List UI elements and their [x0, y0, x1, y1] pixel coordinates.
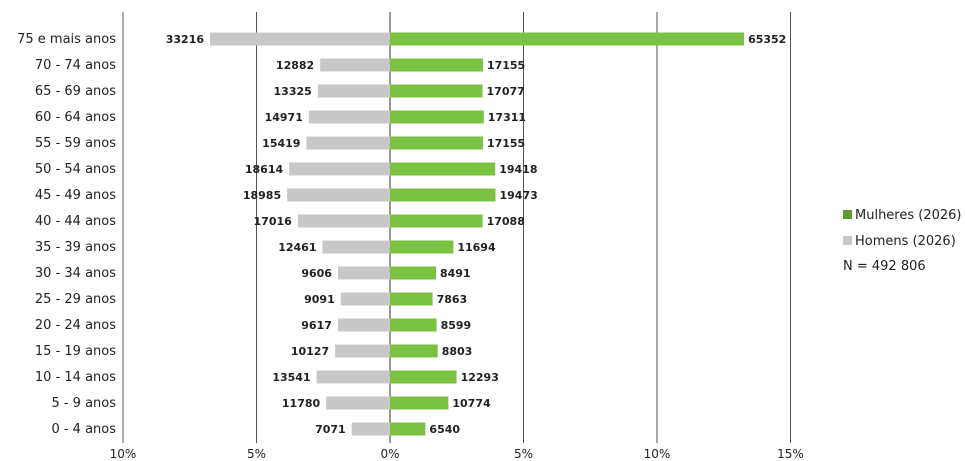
age-group-label: 45 - 49 anos — [35, 188, 116, 203]
bar-mulheres — [390, 58, 483, 72]
age-group-label: 0 - 4 anos — [51, 422, 116, 437]
bar-mulheres — [390, 318, 437, 332]
legend: Mulheres (2026) Homens (2026) N = 492 80… — [843, 208, 962, 274]
bar-mulheres — [390, 240, 454, 254]
value-label-mulheres: 17077 — [487, 85, 525, 98]
value-label-mulheres: 19418 — [499, 163, 537, 176]
bar-homens — [316, 370, 390, 384]
value-label-mulheres: 8803 — [442, 345, 473, 358]
value-label-homens: 9617 — [301, 319, 332, 332]
age-group-label: 20 - 24 anos — [35, 318, 116, 333]
bar-homens — [289, 162, 390, 176]
bar-homens — [317, 84, 390, 98]
age-group-label: 50 - 54 anos — [35, 162, 116, 177]
bar-mulheres — [390, 162, 496, 176]
bars — [210, 32, 745, 436]
bar-homens — [210, 32, 390, 46]
bar-mulheres — [390, 370, 457, 384]
value-label-mulheres: 10774 — [452, 397, 491, 410]
value-label-homens: 13325 — [274, 85, 312, 98]
x-axis-ticks: 10% 5% 0% 5% 10% 15% — [110, 447, 804, 461]
value-label-homens: 9606 — [301, 267, 332, 280]
age-group-label: 10 - 14 anos — [35, 370, 116, 385]
value-label-mulheres: 6540 — [429, 423, 460, 436]
value-label-mulheres: 7863 — [437, 293, 468, 306]
bar-homens — [308, 110, 390, 124]
x-tick-label: 0% — [380, 447, 399, 461]
age-group-label: 65 - 69 anos — [35, 84, 116, 99]
value-label-homens: 10127 — [291, 345, 329, 358]
bar-homens — [326, 396, 390, 410]
value-label-homens: 33216 — [166, 33, 205, 46]
legend-swatch-homens — [843, 236, 852, 245]
value-label-homens: 15419 — [262, 137, 300, 150]
age-group-label: 55 - 59 anos — [35, 136, 116, 151]
x-tick-label: 10% — [644, 447, 671, 461]
value-label-mulheres: 19473 — [500, 189, 538, 202]
bar-homens — [306, 136, 390, 150]
value-label-homens: 9091 — [304, 293, 335, 306]
bar-homens — [320, 58, 390, 72]
bar-mulheres — [390, 32, 745, 46]
age-group-label: 60 - 64 anos — [35, 110, 116, 125]
x-tick-label: 15% — [777, 447, 804, 461]
value-label-mulheres: 8599 — [441, 319, 472, 332]
value-label-homens: 12461 — [278, 241, 316, 254]
bar-mulheres — [390, 396, 449, 410]
value-label-mulheres: 8491 — [440, 267, 471, 280]
value-label-homens: 12882 — [276, 59, 314, 72]
value-label-homens: 11780 — [282, 397, 321, 410]
value-label-homens: 13541 — [272, 371, 310, 384]
age-group-label: 75 e mais anos — [17, 32, 116, 47]
legend-label-homens: Homens (2026) — [855, 234, 956, 249]
value-label-mulheres: 65352 — [748, 33, 786, 46]
legend-note-total: N = 492 806 — [843, 259, 926, 274]
value-label-homens: 18614 — [245, 163, 284, 176]
bar-mulheres — [390, 136, 483, 150]
bar-homens — [287, 188, 390, 202]
value-label-homens: 14971 — [265, 111, 303, 124]
bar-mulheres — [390, 292, 433, 306]
x-tick-label: 10% — [110, 447, 137, 461]
x-tick-label: 5% — [247, 447, 266, 461]
bar-mulheres — [390, 84, 483, 98]
age-group-label: 5 - 9 anos — [51, 396, 116, 411]
bar-homens — [351, 422, 390, 436]
labels: 75 e mais anos 33216 65352 70 - 74 anos 1288… — [17, 32, 786, 437]
legend-label-mulheres: Mulheres (2026) — [855, 208, 962, 223]
bar-homens — [335, 344, 390, 358]
age-group-label: 15 - 19 anos — [35, 344, 116, 359]
bar-mulheres — [390, 344, 438, 358]
value-label-homens: 7071 — [315, 423, 346, 436]
value-label-mulheres: 17155 — [487, 137, 525, 150]
bar-homens — [340, 292, 390, 306]
value-label-mulheres: 11694 — [457, 241, 496, 254]
bar-mulheres — [390, 422, 426, 436]
value-label-homens: 18985 — [243, 189, 281, 202]
value-label-homens: 17016 — [254, 215, 293, 228]
age-group-label: 35 - 39 anos — [35, 240, 116, 255]
value-label-mulheres: 12293 — [461, 371, 499, 384]
legend-swatch-mulheres — [843, 210, 852, 219]
age-group-label: 25 - 29 anos — [35, 292, 116, 307]
bar-mulheres — [390, 214, 483, 228]
value-label-mulheres: 17155 — [487, 59, 525, 72]
bar-mulheres — [390, 266, 437, 280]
age-group-label: 40 - 44 anos — [35, 214, 116, 229]
bar-homens — [297, 214, 390, 228]
x-tick-label: 5% — [514, 447, 533, 461]
value-label-mulheres: 17088 — [487, 215, 525, 228]
bar-homens — [337, 318, 390, 332]
age-group-label: 30 - 34 anos — [35, 266, 116, 281]
bar-homens — [322, 240, 390, 254]
bar-mulheres — [390, 188, 496, 202]
bar-mulheres — [390, 110, 484, 124]
bar-homens — [337, 266, 390, 280]
age-group-label: 70 - 74 anos — [35, 58, 116, 73]
value-label-mulheres: 17311 — [488, 111, 526, 124]
